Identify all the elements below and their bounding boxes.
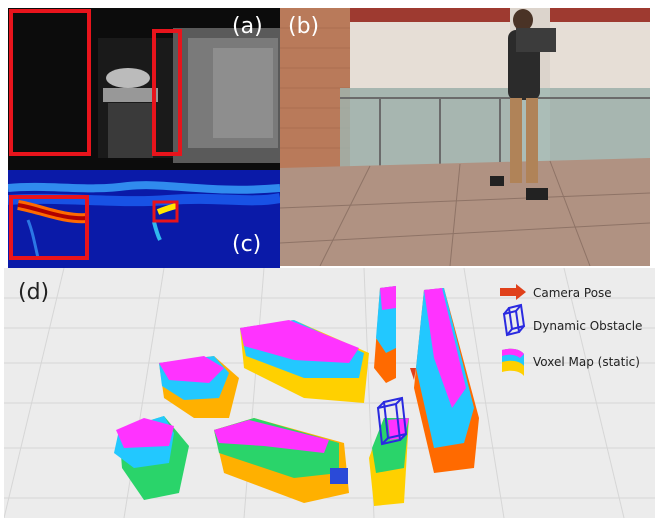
voxel-cluster-left [114, 416, 189, 500]
panel-label-a: (a) [232, 14, 263, 39]
voxel-column-center [374, 286, 396, 383]
panel-label-b: (b) [288, 14, 320, 39]
heatmap-box-small [152, 200, 179, 223]
legend-camera-pose: Camera Pose [533, 286, 612, 300]
voxel-map-legend-icon [502, 348, 524, 376]
camera-pose-legend-icon [500, 284, 526, 300]
panel-label-d: (d) [18, 280, 50, 305]
voxel-cluster-bottom [214, 418, 349, 503]
voxel-wall-right [414, 288, 479, 473]
depth-image-panel [8, 8, 286, 176]
heatmap-panel [8, 170, 280, 268]
voxel-cluster-mid-left [159, 356, 239, 418]
voxel-map-panel [4, 268, 655, 518]
highlight-box-right [152, 29, 182, 156]
legend-dynamic-obstacle: Dynamic Obstacle [533, 319, 643, 333]
heatmap-box-left [9, 195, 89, 260]
highlight-box-left [9, 9, 91, 156]
dynamic-obstacle-legend-icon [502, 303, 526, 337]
panel-label-c: (c) [232, 232, 262, 257]
dynamic-obstacle-box [376, 396, 408, 446]
camera-photo-panel [280, 8, 650, 266]
voxel-cluster-top [240, 320, 369, 403]
legend-voxel-map: Voxel Map (static) [533, 355, 640, 369]
camera-pose-arrow [410, 368, 416, 380]
